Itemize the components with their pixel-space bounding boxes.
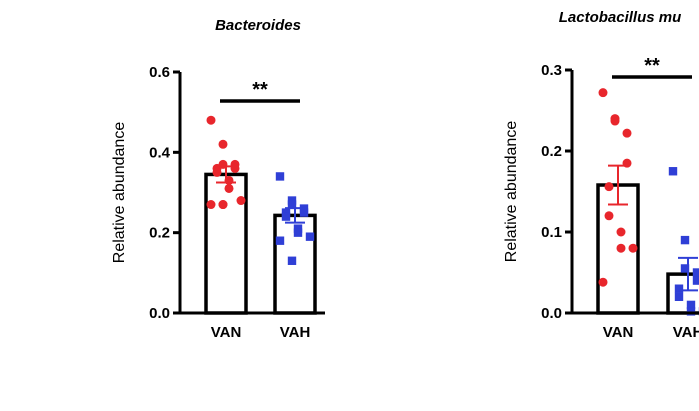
significance-label: **	[252, 79, 268, 101]
data-point	[281, 212, 291, 221]
y-tick-label: 0.6	[149, 64, 170, 81]
data-point	[293, 228, 303, 237]
y-tick-label: 0.0	[541, 305, 562, 322]
data-point	[674, 292, 684, 301]
y-tick-label: 0.2	[541, 143, 562, 160]
data-point	[622, 128, 632, 138]
y-axis-label: Relative abundance	[111, 122, 128, 264]
data-point	[598, 88, 608, 98]
data-point	[686, 300, 696, 310]
data-point	[218, 200, 228, 210]
chart-title: Bacteroides	[215, 17, 301, 34]
x-category-label: VAN	[211, 324, 242, 341]
chart-panel-lactobacillus: Lactobacillus mu Relative abundance 0.0 0.1…	[503, 9, 699, 341]
data-point	[680, 264, 690, 273]
data-point	[692, 276, 699, 285]
chart-title: Lactobacillus mu	[559, 9, 682, 26]
x-category-label: VAH	[280, 324, 311, 341]
y-tick-label: 0.4	[149, 144, 171, 161]
data-point	[224, 183, 234, 193]
data-point	[668, 167, 678, 176]
data-point	[305, 232, 315, 241]
chart-panel-bacteroides: Bacteroides Relative abundance 0.0 0.2 0.4 0.…	[111, 17, 325, 341]
y-tick-label: 0.0	[149, 305, 170, 322]
y-tick-label: 0.2	[149, 225, 170, 242]
x-category-label: VAN	[603, 324, 634, 341]
y-axis-label: Relative abundance	[503, 121, 520, 263]
data-point	[598, 277, 608, 287]
data-point	[616, 243, 626, 253]
data-point	[236, 196, 246, 206]
data-point	[674, 284, 684, 293]
data-point	[610, 116, 620, 126]
data-point	[604, 182, 614, 192]
data-point	[692, 268, 699, 277]
bar-van	[204, 172, 248, 315]
significance-label: **	[644, 55, 660, 77]
data-point	[287, 256, 297, 265]
data-point	[275, 172, 285, 181]
data-point	[212, 167, 222, 177]
data-point	[299, 208, 309, 217]
data-point	[680, 235, 690, 245]
data-point	[275, 236, 285, 245]
y-tick-label: 0.1	[541, 224, 562, 241]
data-point	[628, 243, 638, 253]
data-point	[604, 211, 614, 221]
data-point	[616, 227, 626, 237]
y-tick-label: 0.3	[541, 62, 562, 79]
x-category-label: VAH	[673, 324, 699, 341]
data-point	[206, 115, 216, 125]
data-point	[287, 200, 297, 209]
data-point	[686, 307, 696, 316]
data-point	[230, 163, 240, 173]
data-point	[206, 200, 216, 210]
data-point	[218, 139, 228, 149]
